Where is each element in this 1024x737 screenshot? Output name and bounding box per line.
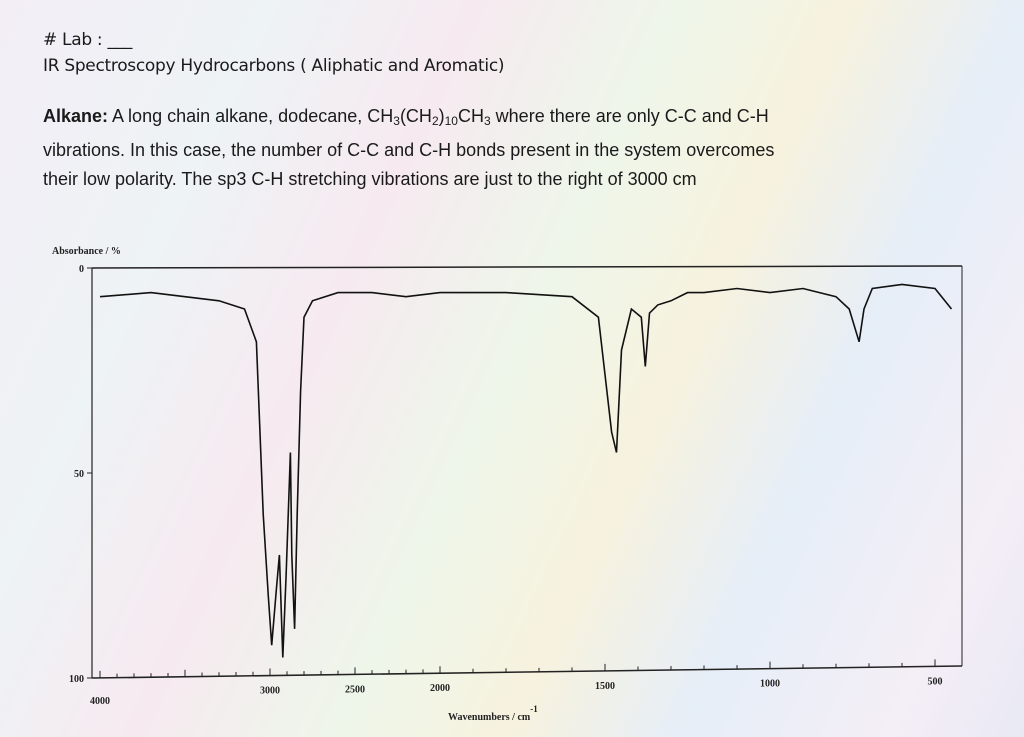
axes: 0 50 100 4000 3000 2500 2000 1500 1000 500 <box>69 264 963 707</box>
text: (CH <box>399 106 432 126</box>
subscript: 2 <box>431 114 439 128</box>
x-tick-label: 2000 <box>430 683 450 694</box>
paragraph-line-2: vibrations. In this case, the number of … <box>43 140 775 160</box>
text: where there are only C-C and C-H <box>490 106 769 126</box>
x-tick-label: 1000 <box>760 679 780 690</box>
document-title: IR Spectroscopy Hydrocarbons ( Aliphatic… <box>43 56 505 76</box>
x-tick-label: 500 <box>928 676 943 687</box>
paragraph-line-3: their low polarity. The sp3 C-H stretchi… <box>43 169 697 189</box>
y-tick-label: 0 <box>79 264 84 275</box>
x-axis <box>91 665 963 679</box>
paragraph-line-1: Alkane: A long chain alkane, dodecane, C… <box>43 102 983 136</box>
x-tick-label: 4000 <box>90 696 110 707</box>
y-tick-label: 100 <box>69 674 84 685</box>
text: , dodecane, CH <box>268 106 394 126</box>
spectrum-line <box>99 283 953 658</box>
x-tick-label: 2500 <box>345 684 365 695</box>
alkane-label: Alkane: <box>43 106 109 126</box>
text: A long chain <box>112 106 216 126</box>
text: alkane <box>215 106 269 126</box>
lab-number: # Lab : ___ <box>43 30 133 50</box>
text: ) <box>438 106 445 126</box>
x-axis-label-sup: -1 <box>530 704 538 714</box>
text: CH <box>457 106 484 126</box>
y-axis-label: Absorbance / % <box>52 246 121 257</box>
subscript: 10 <box>444 114 458 128</box>
x-axis-label-text: Wavenumbers / cm <box>448 712 531 723</box>
x-tick-label: 1500 <box>595 681 615 692</box>
alkane-paragraph: Alkane: A long chain alkane, dodecane, C… <box>43 102 983 194</box>
top-frame <box>91 265 963 269</box>
x-axis-label: Wavenumbers / cm-1 <box>448 704 538 723</box>
x-tick-label: 3000 <box>260 686 280 697</box>
subscript: 3 <box>393 114 400 128</box>
y-tick-label: 50 <box>74 469 84 480</box>
subscript: 3 <box>483 114 491 128</box>
